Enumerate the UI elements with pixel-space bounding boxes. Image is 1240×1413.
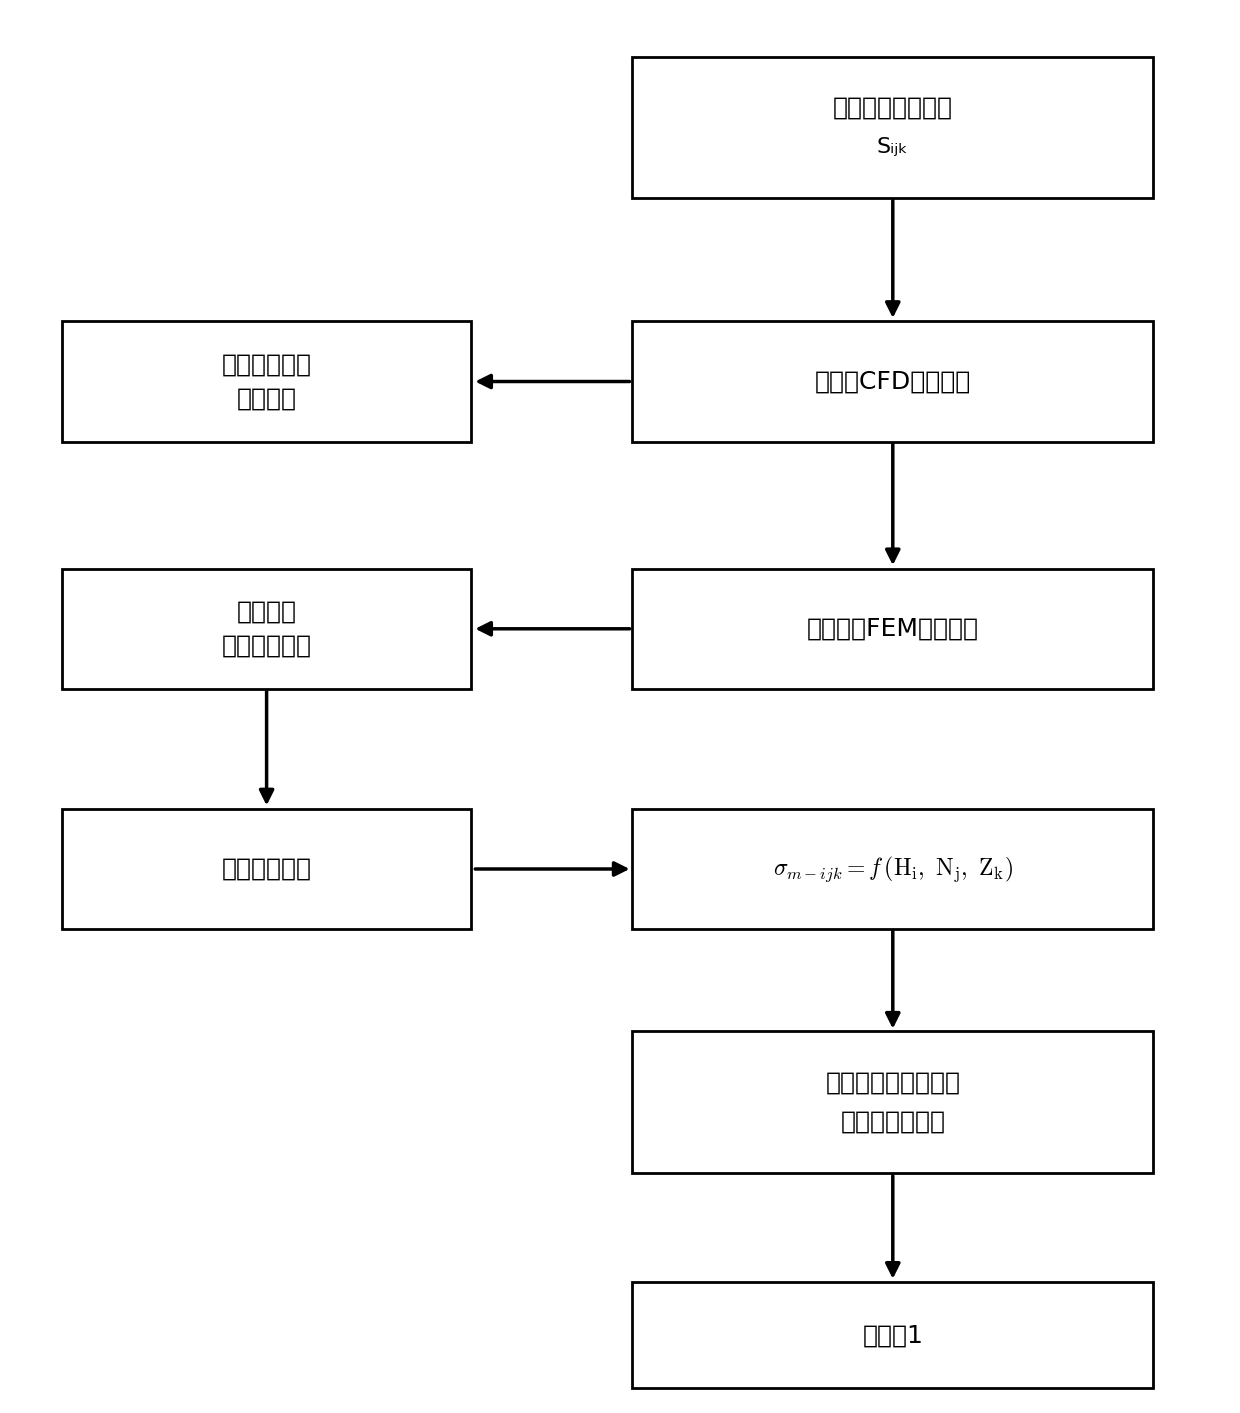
Text: 学习的智能建模: 学习的智能建模 bbox=[841, 1111, 945, 1133]
Text: 全流道CFD稳态分析: 全流道CFD稳态分析 bbox=[815, 370, 971, 393]
Bar bbox=[62, 321, 471, 441]
Bar bbox=[632, 321, 1153, 441]
Text: Sᵢⱼₖ: Sᵢⱼₖ bbox=[877, 137, 909, 157]
Bar bbox=[632, 568, 1153, 688]
Text: $\sigma_{m-ijk}=f\,($$\mathrm{H_i,\ N_j,\ Z_k}$$)$: $\sigma_{m-ijk}=f\,($$\mathrm{H_i,\ N_j,… bbox=[773, 855, 1013, 883]
Text: 数据库1: 数据库1 bbox=[862, 1324, 924, 1347]
Bar bbox=[632, 1283, 1153, 1388]
Bar bbox=[632, 808, 1153, 930]
Text: 压力分布: 压力分布 bbox=[237, 386, 296, 410]
Bar bbox=[632, 1031, 1153, 1173]
Text: 平均应力分布: 平均应力分布 bbox=[222, 633, 311, 657]
Bar bbox=[62, 568, 471, 688]
Text: 基于机器学习或深度: 基于机器学习或深度 bbox=[826, 1071, 960, 1094]
Text: 若干转轮运行工况: 若干转轮运行工况 bbox=[833, 96, 952, 119]
Text: 转轮结构FEM稳态分析: 转轮结构FEM稳态分析 bbox=[807, 617, 978, 640]
Bar bbox=[62, 808, 471, 930]
Text: 转轮稳态: 转轮稳态 bbox=[237, 601, 296, 625]
Text: 计算成果提取: 计算成果提取 bbox=[222, 858, 311, 880]
Text: 转轮流道稳态: 转轮流道稳态 bbox=[222, 353, 311, 377]
Bar bbox=[632, 57, 1153, 198]
